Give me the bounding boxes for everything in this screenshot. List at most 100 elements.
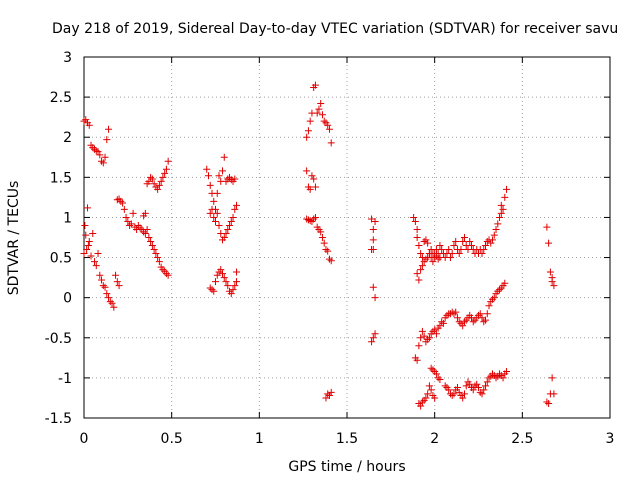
data-point (311, 183, 319, 191)
x-tick-labels: 0 0.5 1 1.5 2 2.5 3 (80, 431, 615, 447)
data-point (231, 205, 239, 213)
x-tick-label: 2.5 (511, 431, 533, 447)
data-point (208, 286, 216, 294)
y-tick-label: 1.5 (50, 170, 72, 186)
data-point (415, 342, 423, 350)
data-point (141, 229, 149, 237)
data-point (429, 258, 437, 266)
data-point (233, 201, 241, 209)
data-point (485, 374, 493, 382)
data-point (422, 236, 430, 244)
data-point (80, 250, 88, 258)
data-point (420, 238, 428, 246)
data-point (85, 238, 93, 246)
data-point (445, 246, 453, 254)
data-point (141, 209, 149, 217)
data-point (476, 310, 484, 318)
data-point (313, 109, 321, 117)
data-point (222, 278, 230, 286)
y-tick-label: 2.5 (50, 90, 72, 106)
data-point (478, 250, 486, 258)
data-point (413, 234, 421, 241)
data-point (231, 175, 239, 183)
data-point (492, 374, 500, 382)
data-point (145, 177, 153, 185)
data-point (84, 242, 92, 250)
data-point (425, 334, 433, 342)
data-point (460, 234, 468, 241)
data-point (462, 382, 470, 390)
data-point (140, 228, 148, 236)
data-point (84, 204, 92, 212)
data-point (478, 390, 486, 398)
data-point (480, 246, 488, 254)
data-point (327, 257, 335, 265)
data-point (466, 238, 474, 246)
data-point (429, 366, 437, 374)
data-point (311, 213, 319, 221)
data-point (325, 392, 333, 400)
data-point (162, 270, 170, 278)
data-point (452, 308, 460, 316)
data-point (413, 356, 421, 364)
data-point (231, 282, 239, 290)
data-point (324, 247, 332, 255)
data-point (471, 382, 479, 390)
data-point (159, 266, 167, 274)
y-tick-labels: -1.5 -1 -0.5 0 0.5 1 1.5 2 2.5 3 (45, 50, 72, 427)
data-point (324, 390, 332, 398)
data-point (438, 318, 446, 326)
data-point (213, 189, 221, 197)
data-point (499, 374, 507, 382)
data-point (113, 196, 121, 204)
data-point (229, 213, 237, 221)
data-point (308, 172, 316, 180)
data-point (420, 332, 428, 340)
data-point (327, 388, 335, 396)
data-point (459, 322, 467, 330)
data-point (215, 221, 223, 229)
data-point (80, 117, 88, 125)
data-point (303, 215, 311, 223)
data-point (460, 318, 468, 326)
data-point (113, 278, 121, 286)
data-point (129, 209, 137, 217)
data-point (424, 335, 432, 343)
data-point (208, 205, 216, 213)
data-point (311, 81, 319, 89)
data-point (480, 386, 488, 394)
data-point (315, 105, 323, 113)
data-point (417, 266, 425, 274)
data-point (157, 177, 165, 185)
y-tick-label: -0.5 (45, 331, 72, 347)
data-point (550, 282, 558, 290)
data-point (450, 242, 458, 250)
data-point (317, 228, 325, 236)
data-point (548, 274, 556, 282)
data-point (469, 386, 477, 394)
data-point (443, 311, 451, 319)
data-point (217, 266, 225, 274)
data-point (322, 394, 330, 402)
data-point (82, 116, 90, 124)
data-point (448, 250, 456, 258)
data-point (490, 294, 498, 302)
data-point (543, 398, 551, 406)
data-point (152, 250, 160, 258)
data-point (469, 318, 477, 326)
data-point (83, 246, 91, 254)
data-point (497, 209, 505, 217)
data-point (431, 394, 439, 402)
data-point (439, 319, 447, 327)
data-point (436, 254, 444, 262)
data-point (417, 402, 425, 410)
data-point (136, 224, 144, 232)
data-point (325, 125, 333, 133)
data-point (466, 380, 474, 388)
x-tick-label: 2 (430, 431, 439, 447)
data-point (478, 314, 486, 322)
data-point (460, 390, 468, 398)
data-point (445, 386, 453, 394)
data-point (164, 271, 172, 279)
data-point (105, 294, 113, 302)
